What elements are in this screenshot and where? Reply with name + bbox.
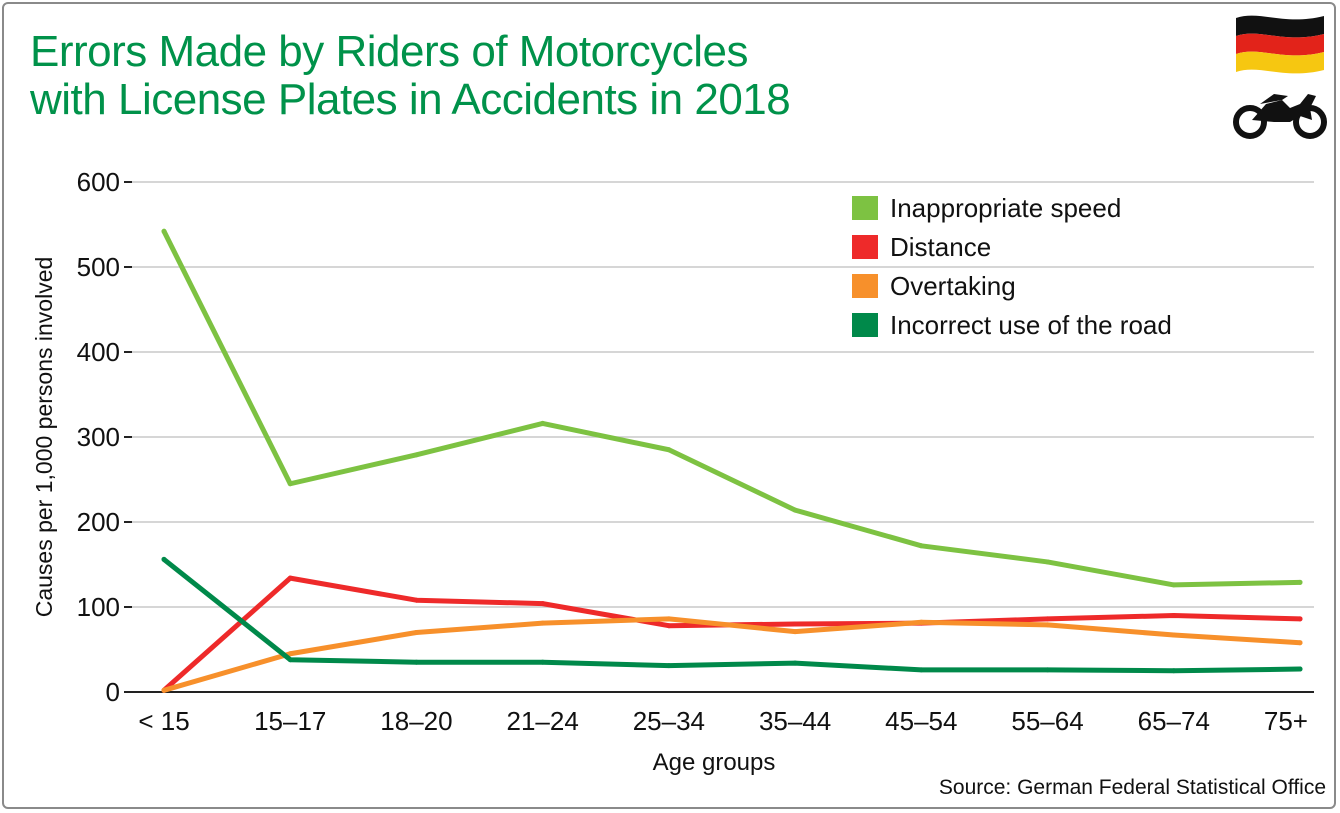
series-inappropriate-speed [161, 228, 1303, 588]
data-point [1171, 613, 1177, 618]
data-point [413, 452, 419, 458]
chart-title: Errors Made by Riders of Motorcycles wit… [30, 27, 791, 124]
data-point [287, 651, 293, 657]
series-overtaking [161, 616, 1303, 693]
x-tick-label: 18–20 [380, 706, 452, 736]
source-note: Source: German Federal Statistical Offic… [938, 776, 1326, 799]
x-tick-label: 25–34 [633, 706, 705, 736]
x-tick-label: 55–64 [1011, 706, 1083, 736]
data-point [287, 481, 293, 487]
data-point [540, 620, 546, 626]
y-tick-label: 0 [106, 677, 120, 707]
data-point [918, 543, 924, 549]
data-point [1045, 616, 1051, 622]
chart-title-line-1: Errors Made by Riders of Motorcycles [30, 27, 749, 76]
y-tick-label: 400 [77, 337, 120, 367]
legend-label: Overtaking [890, 271, 1016, 301]
data-point [413, 630, 419, 635]
motorcycle-icon [1233, 94, 1327, 139]
legend-swatch [852, 313, 878, 337]
y-tick-label: 600 [77, 167, 120, 197]
chart-title-line-2: with License Plates in Accidents in 2018 [30, 75, 791, 124]
y-tick-label: 200 [77, 507, 120, 537]
data-point [1045, 667, 1051, 673]
x-tick-label: 75+ [1264, 706, 1308, 736]
x-tick-label: 65–74 [1138, 706, 1210, 736]
y-tick-label: 500 [77, 252, 120, 282]
legend-label: Distance [890, 232, 991, 262]
data-point [1297, 579, 1303, 585]
data-point [161, 228, 167, 234]
data-point [161, 556, 167, 562]
x-tick-label: 15–17 [254, 706, 326, 736]
data-point [666, 447, 672, 453]
legend-label: Incorrect use of the road [890, 310, 1172, 340]
data-point [413, 659, 419, 665]
data-point [287, 657, 293, 663]
data-point [1297, 640, 1303, 646]
data-point [1297, 666, 1303, 672]
x-tick-label: 35–44 [759, 706, 831, 736]
x-tick-label: 21–24 [507, 706, 579, 736]
legend-swatch [852, 196, 878, 220]
data-point [918, 667, 924, 673]
y-tick-label: 100 [77, 592, 120, 622]
data-point [540, 601, 546, 607]
data-point [1297, 616, 1303, 622]
data-point [792, 629, 798, 635]
germany-flag-icon [1236, 15, 1324, 74]
legend-swatch [852, 235, 878, 259]
data-point [792, 660, 798, 666]
legend-swatch [852, 274, 878, 298]
data-point [1045, 559, 1051, 565]
y-tick-label: 300 [77, 422, 120, 452]
x-tick-label: < 15 [138, 706, 189, 736]
series-incorrect-use-of-the-road [161, 556, 1303, 674]
data-point [1171, 632, 1177, 638]
data-point [413, 597, 419, 603]
data-point [1171, 668, 1177, 674]
data-point [792, 507, 798, 513]
legend-label: Inappropriate speed [890, 193, 1121, 223]
data-point [666, 616, 672, 622]
data-point [1171, 582, 1177, 588]
data-point [666, 663, 672, 669]
data-point [287, 575, 293, 581]
data-point [666, 623, 672, 629]
series-line [161, 575, 1303, 693]
series-distance [161, 575, 1303, 693]
legend: Inappropriate speed Distance Overtaking Inc… [852, 193, 1172, 340]
y-axis-title: Causes per 1,000 persons involved [31, 257, 57, 618]
series-line [161, 556, 1303, 674]
data-point [1045, 622, 1051, 628]
data-point [540, 420, 546, 426]
data-point [792, 621, 798, 627]
series-line [161, 228, 1303, 588]
data-point [161, 687, 167, 693]
data-point [540, 659, 546, 665]
series-line [161, 616, 1303, 693]
x-tick-label: 45–54 [885, 706, 957, 736]
x-axis-title: Age groups [653, 749, 776, 776]
data-point [918, 619, 924, 625]
